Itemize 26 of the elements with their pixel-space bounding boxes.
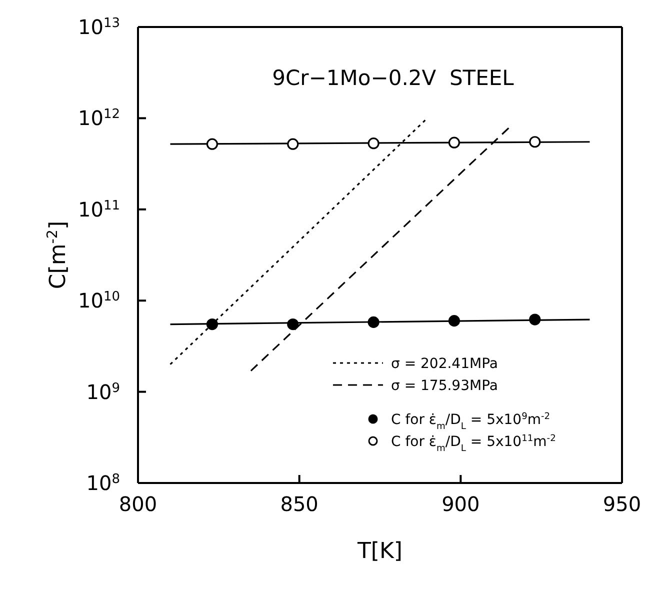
y-tick-label: 10$^{9}$ [86, 380, 120, 404]
point [206, 138, 218, 150]
point [448, 315, 460, 327]
text: 9Cr−1Mo−0.2V STEEL [271, 66, 515, 90]
point [206, 318, 218, 330]
y-tick-label: 10$^{11}$ [78, 197, 120, 222]
x-tick-label: 800 [118, 492, 158, 516]
y-tick-label: 10$^{13}$ [78, 15, 120, 39]
legend-label: σ = 175.93MPa [391, 378, 498, 394]
point [287, 138, 299, 150]
point [529, 314, 541, 326]
point [448, 136, 460, 148]
y-tick-label: 10$^{12}$ [78, 106, 120, 130]
y-tick-label: 10$^{8}$ [86, 471, 120, 495]
legend-label: C for ε̇$_{m}$/D$_{L}$ = 5x10$^{9}$m$^{-2}$ [391, 412, 550, 432]
x-axis-title: T[K] [356, 539, 403, 564]
x-tick-label: 900 [442, 492, 480, 516]
point [368, 316, 380, 328]
x-tick-label: 950 [602, 492, 642, 516]
legend-label: σ = 202.41MPa [391, 356, 498, 372]
y-tick-label: 10$^{10}$ [78, 288, 120, 313]
point [287, 318, 299, 330]
x-tick-label: 850 [280, 492, 318, 516]
point [529, 136, 541, 148]
legend-label: C for ε̇$_{m}$/D$_{L}$ = 5x10$^{11}$m$^{-2}$ [391, 434, 556, 454]
point [368, 138, 380, 150]
